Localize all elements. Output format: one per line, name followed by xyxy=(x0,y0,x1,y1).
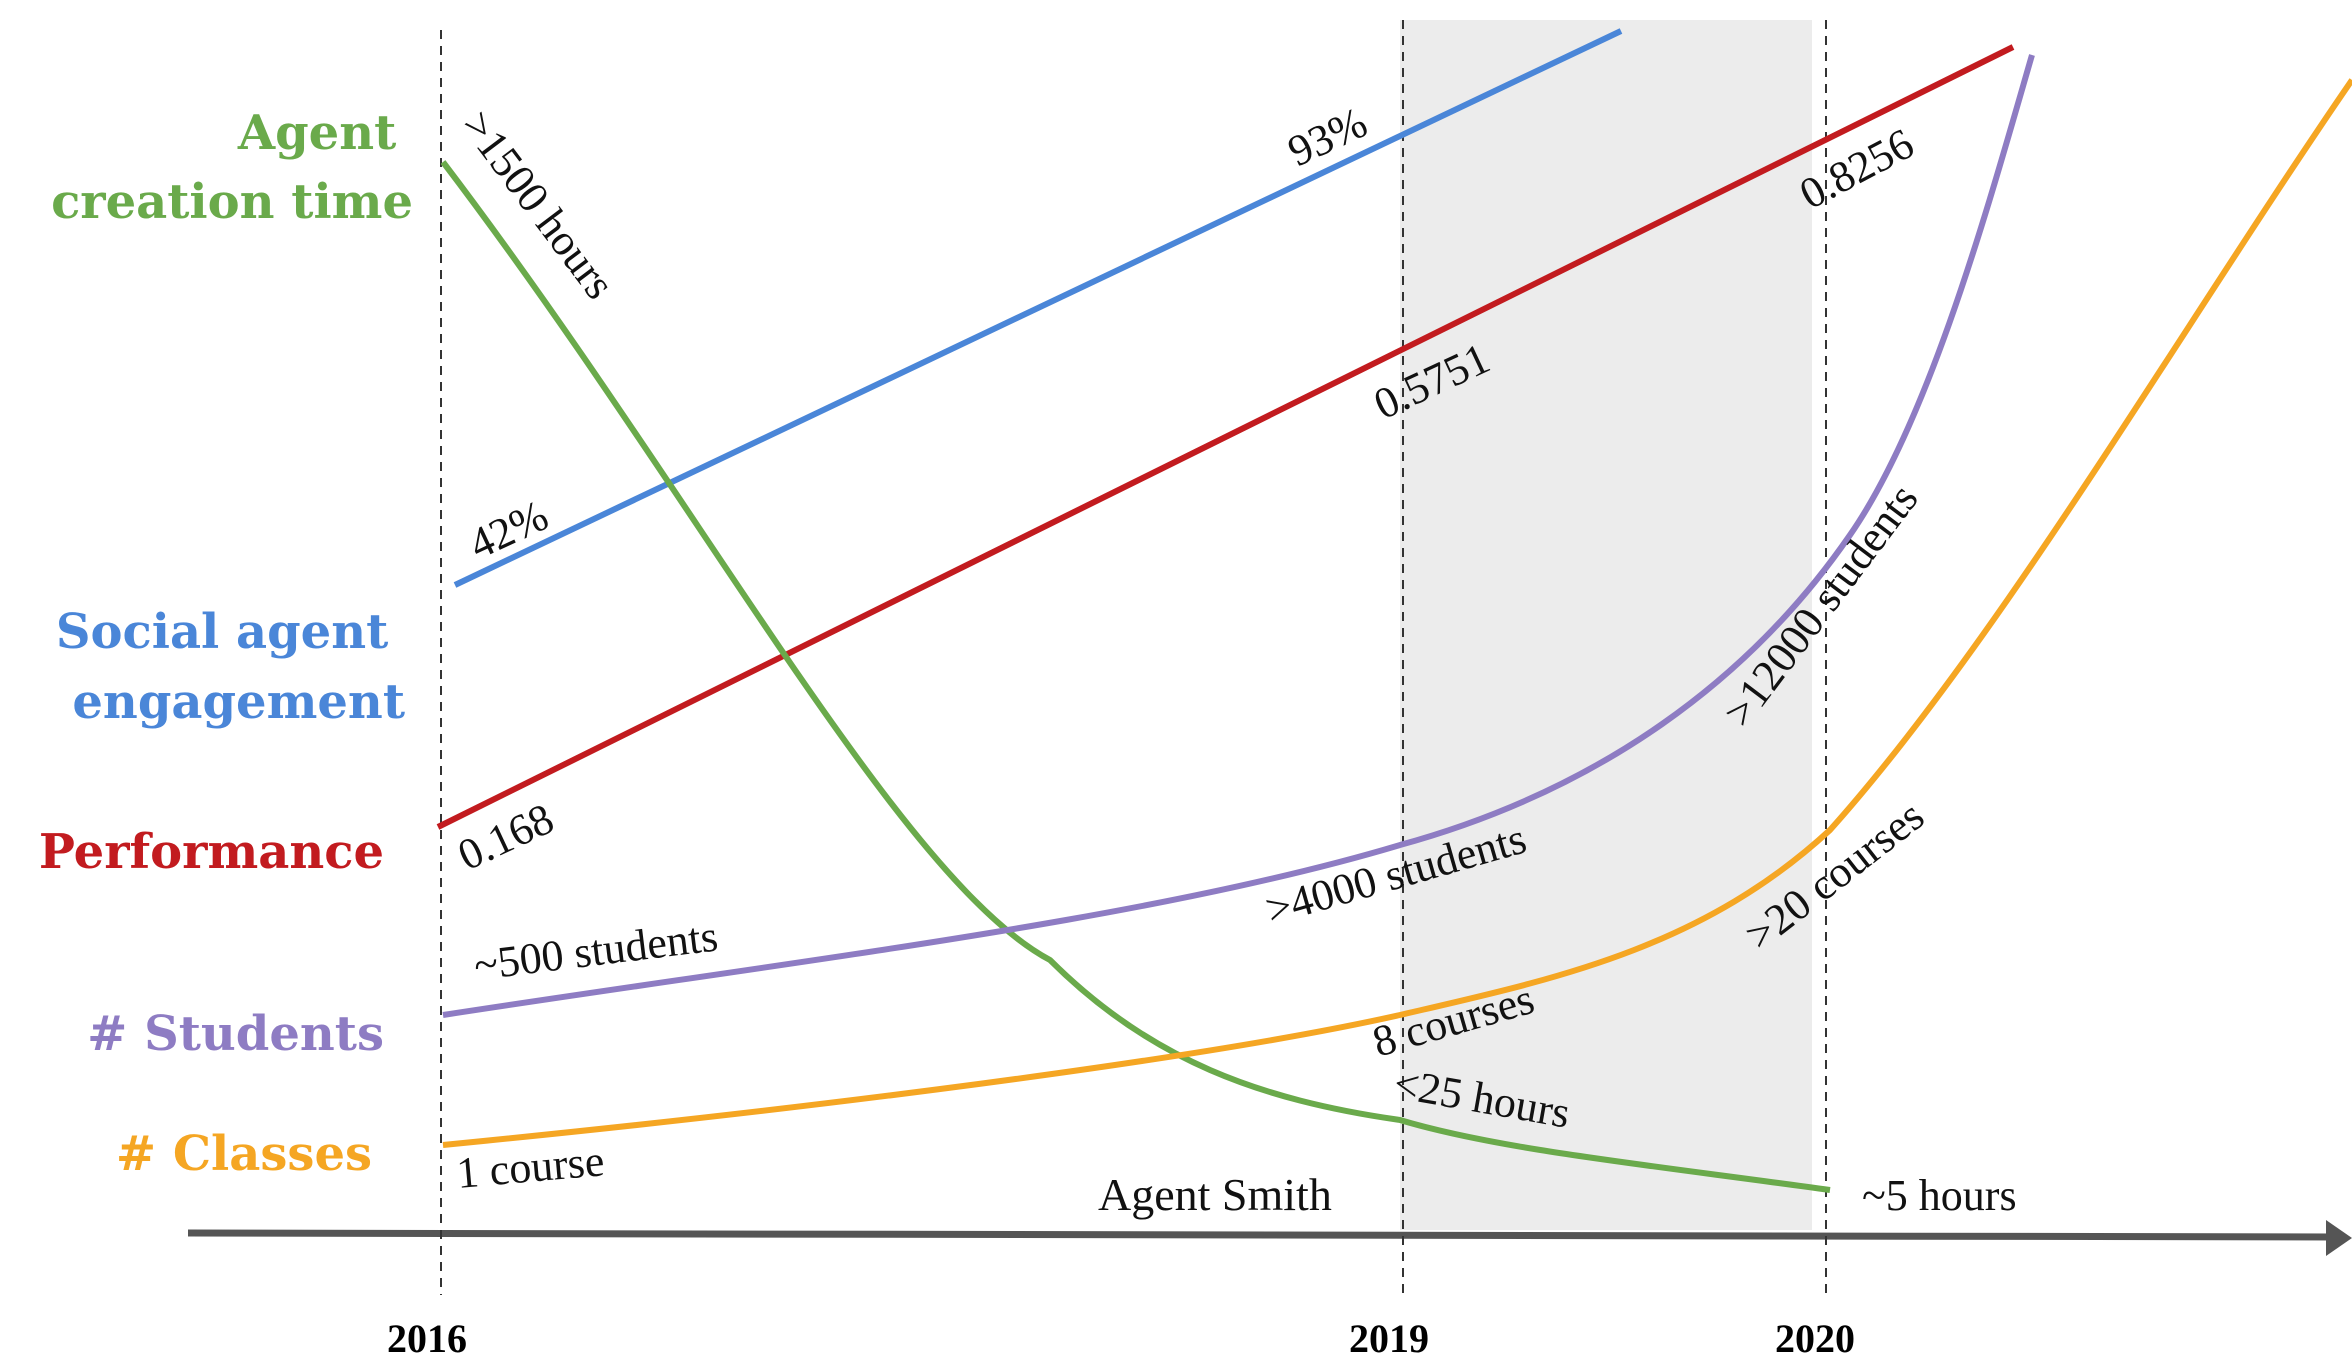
series-line-classes xyxy=(442,78,2352,1148)
series-line-social xyxy=(453,28,1623,588)
series-label-creation-line-2: creation time xyxy=(51,174,413,230)
highlight-band xyxy=(1400,20,1812,1230)
series-label-social-line-1: Social agent xyxy=(56,604,388,660)
tick-label-2016: 2016 xyxy=(387,1316,467,1360)
series-line-performance xyxy=(436,44,2015,830)
data-label-creation-2020: ~5 hours xyxy=(1862,1171,2017,1220)
series-label-performance: Performance xyxy=(39,824,384,880)
series-line-creation xyxy=(440,160,1831,1193)
annotation-agent-smith: Agent Smith xyxy=(1098,1169,1332,1220)
series-label-classes: # Classes xyxy=(116,1126,372,1182)
data-label-social-2019: 93% xyxy=(1281,98,1375,176)
series-label-students: # Students xyxy=(87,1006,384,1062)
timeline-arrowhead xyxy=(2326,1220,2352,1256)
timeline-axis xyxy=(187,1229,2336,1241)
series-label-creation: Agent creation time xyxy=(51,105,413,230)
data-label-classes-2016: 1 course xyxy=(455,1136,607,1198)
series-label-social-line-2: engagement xyxy=(72,674,405,730)
series-label-social: Social agent engagement xyxy=(56,604,405,730)
series-line-students xyxy=(442,54,2035,1018)
tick-label-2019: 2019 xyxy=(1349,1316,1429,1360)
data-label-performance-2016: 0.168 xyxy=(451,794,561,880)
tick-label-2020: 2020 xyxy=(1775,1316,1855,1360)
series-label-creation-line-1: Agent xyxy=(237,105,396,161)
